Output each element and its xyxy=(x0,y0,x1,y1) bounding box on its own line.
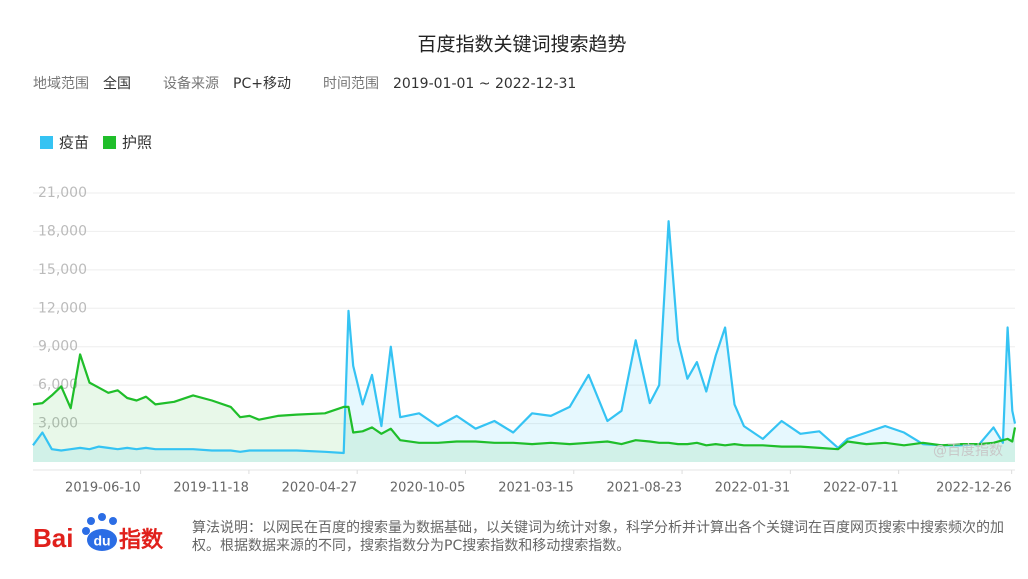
x-tick-label: 2022-12-26 xyxy=(936,481,1012,496)
series-area xyxy=(33,354,1015,462)
legend-label: 护照 xyxy=(122,134,152,152)
x-tick-label: 2022-01-31 xyxy=(715,481,791,496)
series-line xyxy=(32,353,1017,451)
logo: Bai du 指数 xyxy=(33,513,164,553)
filter-label: 设备来源 xyxy=(163,75,219,92)
paw-toe xyxy=(98,513,106,521)
logo-paw-text: du xyxy=(93,533,110,549)
filter-value: 2019-01-01 ~ 2022-12-31 xyxy=(393,76,576,92)
x-tick-label: 2019-06-10 xyxy=(65,481,141,496)
legend-swatch xyxy=(40,136,53,149)
y-tick-label: 21,000 xyxy=(38,185,87,201)
x-tick-label: 2021-08-23 xyxy=(606,481,682,496)
y-tick-label: 9,000 xyxy=(38,339,78,355)
x-tick-label: 2022-07-11 xyxy=(823,481,899,496)
y-tick-label: 12,000 xyxy=(38,300,87,316)
y-tick-label: 15,000 xyxy=(38,262,87,278)
filter-label: 地域范围 xyxy=(33,75,89,92)
paw-pad xyxy=(87,529,117,551)
plot xyxy=(32,220,1017,462)
filter-value: 全国 xyxy=(103,75,131,92)
paw-toe xyxy=(109,517,117,525)
logo-text: 指数 xyxy=(119,527,164,553)
x-tick-label: 2019-11-18 xyxy=(173,481,249,496)
logo-text: Bai xyxy=(33,523,73,553)
x-tick-label: 2021-03-15 xyxy=(498,481,574,496)
y-tick-label: 6,000 xyxy=(38,377,78,393)
watermark: @百度指数 xyxy=(933,443,1003,459)
footnote: 算法说明：以网民在百度的搜索量为数据基础，以关键词为统计对象，科学分析并计算出各… xyxy=(192,520,1004,554)
y-tick-label: 18,000 xyxy=(38,223,87,239)
x-tick-label: 2020-04-27 xyxy=(282,481,358,496)
filter-label: 时间范围 xyxy=(323,75,379,92)
paw-toe xyxy=(87,517,95,525)
legend-swatch xyxy=(103,136,117,149)
x-tick-label: 2020-10-05 xyxy=(390,481,466,496)
series-line xyxy=(32,220,1017,455)
y-tick-label: 3,000 xyxy=(38,416,78,432)
paw-toe xyxy=(82,527,90,535)
chart-title: 百度指数关键词搜索趋势 xyxy=(417,34,626,56)
legend-label: 疫苗 xyxy=(59,134,89,152)
filter-value: PC+移动 xyxy=(233,76,291,92)
